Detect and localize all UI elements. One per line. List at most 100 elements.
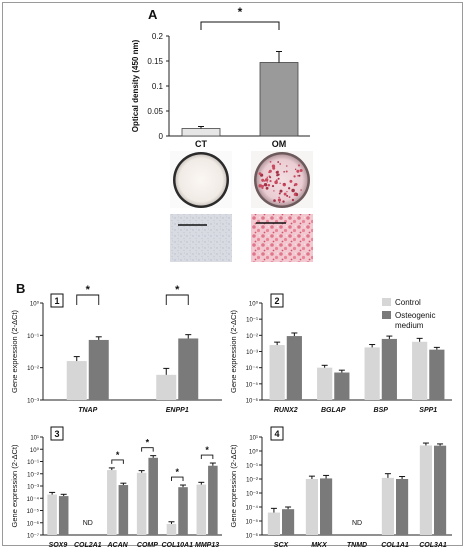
chart-4-x-label: MKX [311, 542, 328, 549]
chart-4: 10⁻⁶ 10⁻⁵ 10⁻⁴ 10⁻³ 10⁻² 10⁻¹ 10⁰ 10¹ Gene expre… [229, 426, 452, 549]
chart-3-x-label: COMP [137, 542, 158, 549]
chart-3-bar-mmp13-control [196, 484, 207, 535]
om-nodule [265, 178, 269, 182]
chart-3-x-label: COL2A1 [74, 542, 102, 549]
om-nodule [288, 196, 291, 198]
chart-1-significance-star: * [86, 284, 91, 296]
om-nodule [282, 200, 285, 203]
om-nodule [277, 177, 280, 180]
chart-2-bar-bsp-osteogenic [381, 338, 397, 400]
chart-4-y-axis-title: Gene expression (2-ΔCt) [229, 444, 238, 527]
chart-1-x-label: TNAP [78, 407, 97, 414]
om-nodule [273, 199, 276, 202]
ct-micrograph [170, 214, 232, 262]
legend-swatch-control [382, 298, 391, 306]
chart-2: 10⁻⁶ 10⁻⁵ 10⁻⁴ 10⁻³ 10⁻² 10⁻¹ 10⁰ Gene expressi… [229, 293, 452, 414]
om-nodule [261, 186, 264, 190]
panel-a-letter: A [148, 7, 158, 22]
chart-3-ytick-label: 10⁻⁶ [27, 520, 40, 527]
legend-swatch-osteogenic [382, 311, 391, 319]
om-nodule [269, 176, 272, 179]
om-nodule [258, 172, 262, 175]
chart-3-ytick-label: 10⁻⁵ [27, 508, 40, 515]
om-nodule [279, 182, 281, 185]
chart-1: 10⁻³ 10⁻² 10⁻¹ 10⁰ Gene expression (2-ΔCt) 1 T… [10, 284, 222, 414]
chart-1-ytick-label: 10⁰ [30, 301, 40, 308]
om-nodule [261, 178, 265, 182]
om-nodule [263, 182, 268, 187]
om-nodule [277, 161, 280, 163]
panel-a-x-label: CT [195, 139, 207, 149]
chart-4-bar-scx-control [267, 512, 280, 535]
om-nodule [279, 163, 282, 165]
chart-1-badge-box [50, 293, 64, 308]
chart-2-ytick-label: 10⁻⁶ [246, 398, 259, 405]
legend-label-medium: medium [395, 321, 424, 330]
legend-label-control: Control [395, 298, 421, 307]
legend-label-osteogenic: Osteogenic [395, 311, 435, 320]
chart-3-significance-bracket [111, 459, 124, 464]
panel-a-bar-om [259, 62, 299, 137]
om-nodule [283, 170, 285, 173]
om-well-nodules [258, 160, 303, 203]
om-nodule [291, 188, 295, 193]
chart-1-ytick-label: 10⁻¹ [27, 334, 39, 340]
om-nodule [300, 189, 302, 191]
chart-3-badge-box [50, 426, 64, 441]
panel-a-x-label: OM [272, 139, 287, 149]
om-nodule [269, 160, 272, 163]
chart-3-ytick-label: 10⁻² [27, 472, 39, 478]
chart-2-bar-bglap-osteogenic [334, 372, 350, 400]
om-nodule [274, 180, 278, 185]
om-nodule [273, 190, 275, 192]
om-nodule [278, 196, 280, 199]
chart-3-significance-star: * [146, 438, 150, 448]
chart-1-ytick-label: 10⁻² [27, 366, 39, 372]
chart-3-bar-sox9-osteogenic [58, 496, 69, 535]
om-nodule [286, 165, 288, 167]
chart-4-badge: 4 [274, 429, 279, 439]
chart-3-x-label: MMP13 [195, 542, 219, 549]
chart-3-x-label: SOX9 [49, 542, 68, 549]
om-nodule [266, 176, 269, 179]
om-nodule [297, 164, 301, 167]
ct-well-image [175, 154, 227, 206]
chart-2-bar-bsp-control [364, 347, 380, 400]
chart-4-bar-scx-osteogenic [282, 509, 295, 535]
chart-1-bar-tnap-control [66, 361, 87, 400]
om-nodule [288, 187, 291, 190]
chart-4-bar-col1a1-osteogenic [396, 479, 409, 535]
panel-a-ytick-label: 0.15 [147, 57, 163, 66]
om-nodule [291, 198, 295, 202]
om-nodule [286, 191, 288, 193]
chart-1-bar-tnap-osteogenic [88, 339, 109, 400]
chart-1-significance-bracket [165, 294, 189, 305]
om-nodule [286, 194, 289, 197]
chart-1-ytick-label: 10⁻³ [27, 399, 39, 405]
chart-3-ytick-label: 10⁻⁴ [27, 496, 40, 503]
chart-2-bar-runx2-control [269, 345, 285, 400]
chart-3-x-label: ACAN [106, 542, 128, 549]
chart-4-bar-col3a1-control [419, 445, 432, 535]
chart-2-ytick-label: 10⁻³ [246, 350, 258, 356]
om-nodule [294, 183, 297, 186]
chart-3-significance-bracket [171, 476, 184, 482]
om-nodule [266, 181, 268, 183]
chart-3-bar-acan-control [107, 470, 117, 535]
chart-3-ytick-label: 10⁻¹ [27, 460, 39, 466]
panel-a-chart: 0 0.05 0.1 0.15 0.2 Optical density (450 nm) C… [131, 5, 310, 149]
om-nodule [262, 184, 265, 187]
chart-2-ytick-label: 10⁻¹ [246, 318, 258, 324]
figure-frame [2, 2, 463, 546]
panel-a-ytick-label: 0.1 [152, 82, 164, 91]
panel-a-significance-star: * [238, 5, 243, 19]
chart-3-nd-label: ND [83, 520, 93, 527]
om-nodule [277, 198, 282, 202]
chart-3-bar-comp-osteogenic [148, 457, 158, 535]
panel-a-y-axis-title: Optical density (450 nm) [131, 39, 140, 132]
chart-2-ytick-label: 10⁻² [246, 334, 258, 340]
om-nodule [276, 174, 279, 177]
chart-2-ytick-label: 10⁻⁴ [246, 365, 259, 372]
panel-a-significance-bracket [200, 21, 280, 30]
